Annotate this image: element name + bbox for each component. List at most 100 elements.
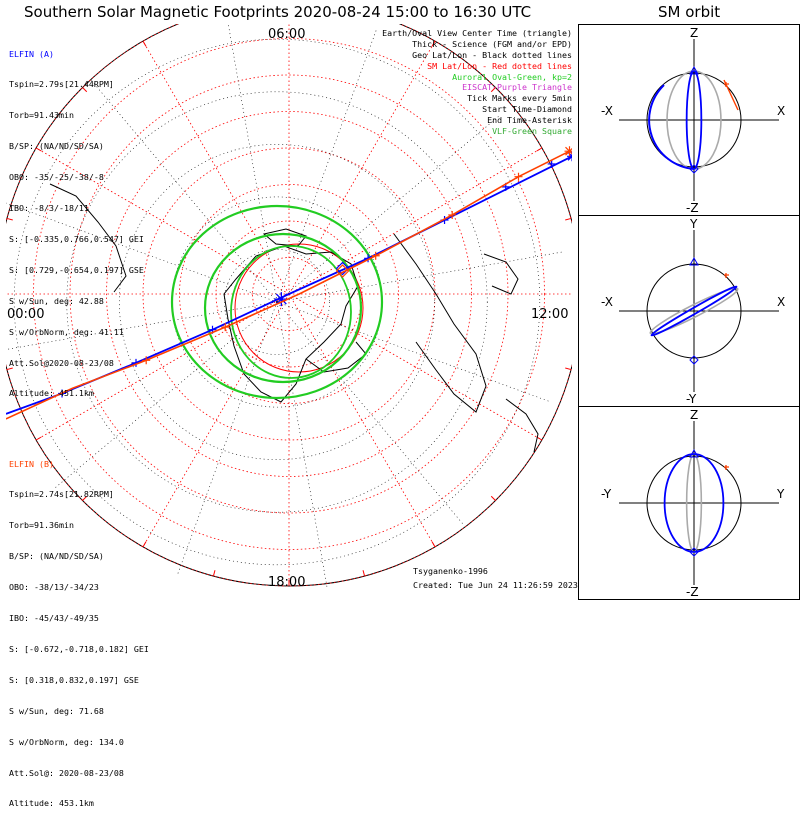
peninsula-coastline <box>305 341 367 373</box>
track-layer <box>6 146 572 420</box>
ice-shelf-coastline <box>262 228 307 247</box>
elfin-a-line: Torb=91.43min <box>9 110 74 121</box>
track-tick-mark <box>514 172 523 181</box>
rim-tick <box>35 436 42 441</box>
track-tick-mark <box>547 159 556 168</box>
elfin-a-line: S w/OrbNorm, deg: 41.11 <box>9 326 124 337</box>
sm-orbit-panel-xz: Z -Z -X X <box>578 24 800 216</box>
auroral-oval-layer <box>170 204 384 400</box>
rim-tick <box>142 40 147 47</box>
orbit-elfin-a <box>650 285 738 337</box>
legend-entry: VLF-Green Square <box>492 126 572 137</box>
orbit-elfin-b <box>649 287 739 335</box>
sm-latitude-ring <box>142 147 436 441</box>
elfin-a-line: Tspin=2.79s[21.44RPM] <box>9 79 114 90</box>
elfin-b-line: S: [0.318,0.832,0.197] GSE <box>9 674 139 685</box>
sm-axis-label-neg-x: -Y <box>601 487 612 501</box>
africa-coastline <box>505 398 539 453</box>
elfin-b-line: Altitude: 453.1km <box>9 798 94 809</box>
mlt-label-0600: 06:00 <box>268 27 306 42</box>
sm-orbit-yz-plot: Z -Z -Y Y <box>601 408 785 599</box>
track-end-asterisk <box>564 146 572 157</box>
orbit-center-triangle <box>689 256 699 266</box>
coastline-layer <box>49 183 539 453</box>
island-coastline <box>483 253 519 295</box>
rim-tick <box>565 367 572 371</box>
track-tick-mark <box>221 323 230 332</box>
elfin-a-line: S: [-0.335,0.766,0.547] GEI <box>9 233 144 244</box>
sm-axis-label-pos-y: Z <box>690 408 698 422</box>
rim-tick <box>142 541 147 548</box>
sm-latitude-ring <box>106 111 472 477</box>
orbit-start-diamond <box>689 547 699 557</box>
rim-tick <box>490 87 496 93</box>
sm-axis-label-pos-y: Z <box>690 26 698 40</box>
elfin-a-info: ELFIN (A) Tspin=2.79s[21.44RPM] Torb=91.… <box>9 28 144 409</box>
model-credit: Tsyganenko-1996 <box>413 566 488 576</box>
orbit-end-asterisk <box>724 82 729 87</box>
track-tick-mark <box>371 251 380 260</box>
sm-axis-label-pos-y: Y <box>689 217 698 231</box>
elfin-a-line: IBO: -8/3/-18/11 <box>9 203 89 214</box>
geo-longitude-spoke <box>227 24 278 303</box>
elfin-b-line: OBO: -38/13/-34/23 <box>9 582 99 593</box>
sm-orbit-xz-plot: Z -Z -X X <box>601 26 785 215</box>
sm-axis-label-pos-x: X <box>777 295 785 309</box>
geo-longitude-spoke <box>276 301 465 527</box>
elfin-b-line: Att.Sol@: 2020-08-23/08 <box>9 767 124 778</box>
auroral-oval-inner <box>203 232 363 384</box>
mlt-label-1200: 12:00 <box>531 307 569 322</box>
track-tick-mark <box>142 356 151 365</box>
geo-latitude-ring <box>66 91 488 513</box>
geo-longitude-spoke <box>89 77 278 303</box>
elfin-a-title: ELFIN (A) <box>9 48 54 59</box>
rim-tick <box>431 40 436 47</box>
elfin-a-line: Altitude: 451.1km <box>9 388 94 399</box>
rim-tick <box>35 147 42 152</box>
track-start-diamond <box>335 264 350 278</box>
sm-orbit-panel-xy: Y -Y -X X <box>578 215 800 407</box>
sm-axis-label-pos-x: Y <box>776 487 785 501</box>
elfin-b-title: ELFIN (B) <box>9 458 54 469</box>
sm-axis-label-neg-x: -X <box>601 104 613 118</box>
track-tick-mark <box>448 210 457 219</box>
geo-longitude-spoke <box>176 301 278 577</box>
elfin-b-line: S w/Sun, deg: 71.68 <box>9 705 104 716</box>
sm-orbit-xy-plot: Y -Y -X X <box>601 217 785 406</box>
geo-longitude-spoke <box>6 301 278 350</box>
mlt-spoke <box>288 147 543 295</box>
legend-entry: Earth/Oval View Center Time (triangle) <box>382 28 572 38</box>
geo-latitude-ring <box>224 249 330 355</box>
rim-tick <box>536 147 543 152</box>
rim-tick <box>362 570 366 577</box>
mlt-spoke <box>288 293 543 441</box>
elfin-b-line: B/SP: (NA/ND/SD/SA) <box>9 551 104 562</box>
mlt-spoke <box>35 147 290 295</box>
sm-latitude-ring <box>33 38 545 550</box>
auroral-oval-outer <box>170 204 384 400</box>
elfin-b-info: ELFIN (B) Tspin=2.74s[21.82RPM] Torb=91.… <box>9 438 149 819</box>
geo-longitude-spoke <box>276 301 552 403</box>
earth-circle <box>646 455 742 551</box>
geo-latitude-ring <box>13 38 541 566</box>
mlt-spoke <box>142 293 290 548</box>
view-center-marker <box>274 292 289 307</box>
legend-entry: Tick Marks every 5min <box>467 93 572 104</box>
legend-entry: Start Time-Diamond <box>482 104 572 115</box>
legend-entry: Geo Lat/Lon - Black dotted lines <box>412 49 572 60</box>
antarctica-coastline <box>223 245 359 403</box>
track-line-elfin-b <box>6 150 570 420</box>
elfin-b-line: S: [-0.672,-0.718,0.182] GEI <box>9 643 149 654</box>
orbit-elfin-a <box>663 453 725 553</box>
geo-latitude-ring <box>119 144 435 460</box>
orbit-center-triangle <box>689 448 699 458</box>
geo-longitude-spoke <box>276 251 565 303</box>
elfin-a-line: Att.Sol@2020-08-23/08 <box>9 357 114 368</box>
auroral-oval-core <box>230 245 352 379</box>
rim-tick <box>212 570 216 577</box>
orbit-end-asterisk <box>724 465 729 470</box>
elfin-a-line: S w/Sun, deg: 42.88 <box>9 295 104 306</box>
rim-tick <box>82 87 88 93</box>
elfin-a-line: B/SP: (NA/ND/SD/SA) <box>9 141 104 152</box>
elfin-a-line: OBO: -35/-25/-38/-8 <box>9 172 104 183</box>
